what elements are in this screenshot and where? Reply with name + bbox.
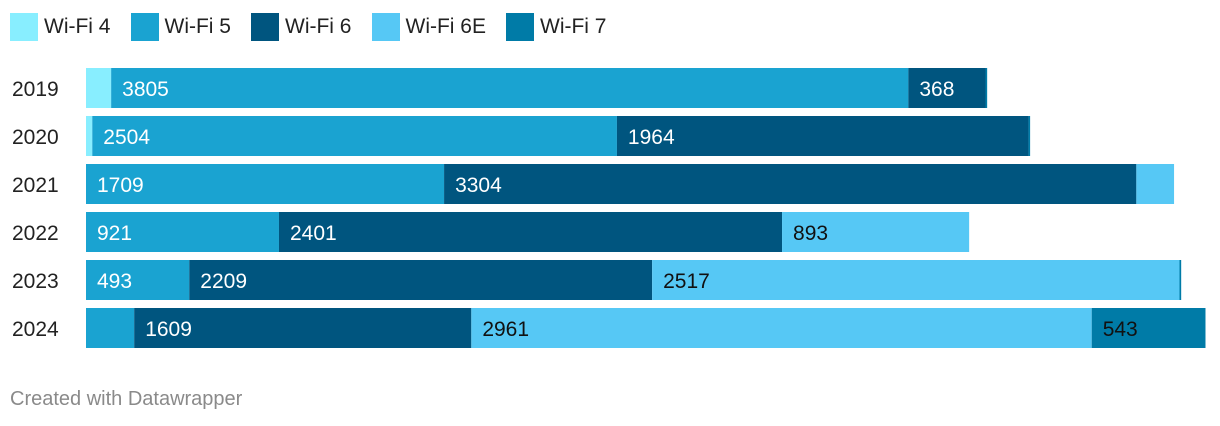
bar-segment bbox=[86, 68, 112, 108]
bar-segment bbox=[1028, 116, 1031, 156]
data-label: 2209 bbox=[200, 270, 247, 293]
bar-segment bbox=[471, 308, 1092, 348]
bar-segment bbox=[111, 68, 909, 108]
data-label: 921 bbox=[97, 222, 132, 245]
data-label: 368 bbox=[919, 78, 954, 101]
bar-segment bbox=[86, 116, 93, 156]
bar-segment bbox=[278, 212, 783, 252]
data-label: 493 bbox=[97, 270, 132, 293]
bar-segment bbox=[782, 212, 970, 252]
footer-credit: Created with Datawrapper bbox=[10, 388, 243, 410]
category-label: 2020 bbox=[12, 126, 59, 149]
chart-legend: Wi-Fi 4 Wi-Fi 5 Wi-Fi 6 Wi-Fi 6E Wi-Fi 7 bbox=[10, 12, 627, 42]
data-label: 2961 bbox=[482, 318, 529, 341]
legend-label: Wi-Fi 6E bbox=[405, 15, 487, 38]
bar-segment bbox=[86, 164, 445, 204]
data-label: 2517 bbox=[663, 270, 710, 293]
bar-segment bbox=[985, 68, 988, 108]
legend-item: Wi-Fi 6E bbox=[371, 13, 487, 41]
data-label: 1609 bbox=[145, 318, 192, 341]
bar-segment bbox=[652, 260, 1180, 300]
data-label: 893 bbox=[793, 222, 828, 245]
legend-label: Wi-Fi 4 bbox=[44, 15, 111, 38]
legend-item: Wi-Fi 5 bbox=[130, 13, 232, 41]
bar-segment bbox=[189, 260, 653, 300]
data-label: 1964 bbox=[628, 126, 675, 149]
category-label: 2021 bbox=[12, 174, 59, 197]
legend-item: Wi-Fi 7 bbox=[506, 13, 607, 41]
data-label: 1709 bbox=[97, 174, 144, 197]
bar-segment bbox=[86, 308, 135, 348]
bar-segment bbox=[908, 68, 986, 108]
legend-swatch bbox=[506, 13, 534, 41]
bar-segment bbox=[92, 116, 617, 156]
legend-swatch bbox=[10, 13, 38, 41]
bar-segment bbox=[1091, 308, 1206, 348]
legend-item: Wi-Fi 6 bbox=[251, 13, 352, 41]
data-label: 543 bbox=[1103, 318, 1138, 341]
legend-swatch bbox=[251, 13, 279, 41]
legend-label: Wi-Fi 6 bbox=[285, 15, 352, 38]
legend-label: Wi-Fi 7 bbox=[540, 15, 607, 38]
legend-swatch bbox=[130, 13, 159, 41]
data-label: 3304 bbox=[455, 174, 502, 197]
category-label: 2023 bbox=[12, 270, 59, 293]
category-label: 2019 bbox=[12, 78, 59, 101]
bar-segment bbox=[1179, 260, 1182, 300]
category-label: 2024 bbox=[12, 318, 59, 341]
data-label: 3805 bbox=[122, 78, 169, 101]
data-label: 2401 bbox=[290, 222, 337, 245]
bar-segment bbox=[86, 260, 190, 300]
bar-segment bbox=[444, 164, 1137, 204]
legend-swatch bbox=[371, 13, 400, 41]
bar-segment bbox=[1136, 164, 1175, 204]
bar-segment bbox=[86, 212, 279, 252]
bar-segment bbox=[134, 308, 472, 348]
legend-label: Wi-Fi 5 bbox=[164, 15, 232, 38]
legend-item: Wi-Fi 4 bbox=[10, 13, 111, 41]
bar-segment bbox=[616, 116, 1029, 156]
category-label: 2022 bbox=[12, 222, 59, 245]
data-label: 2504 bbox=[103, 126, 150, 149]
